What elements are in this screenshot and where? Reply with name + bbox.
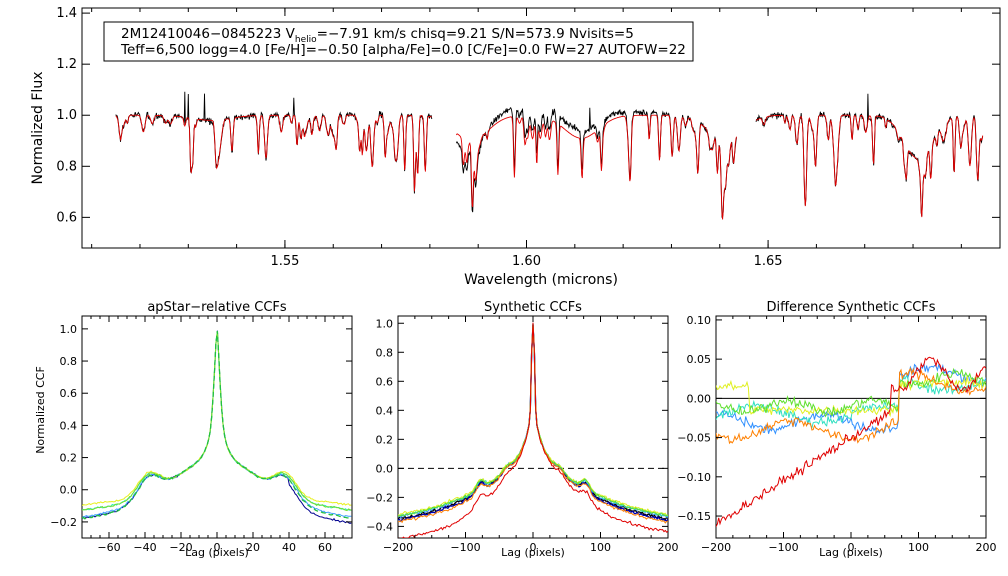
y-tick-label: −0.2 xyxy=(50,516,77,529)
y-tick-label: −0.15 xyxy=(677,510,711,523)
x-tick-label: −20 xyxy=(169,541,192,554)
difference-ccf-line-visit-3 xyxy=(716,375,986,418)
difference-ccf-line-visit-5 xyxy=(716,367,986,445)
x-tick-label: 0 xyxy=(530,541,537,554)
synthetic-ccf-line-visit-3 xyxy=(398,323,668,517)
difference-ccf-line-visit-6 xyxy=(716,356,986,527)
x-tick-label: −100 xyxy=(768,541,798,554)
y-tick-label: 1.0 xyxy=(376,317,394,330)
y-tick-label: −0.10 xyxy=(677,471,711,484)
spectrum-observed-line-chip-2 xyxy=(455,107,737,218)
x-tick-label: 100 xyxy=(590,541,611,554)
apstar-ccf-line-visit-4 xyxy=(82,331,352,507)
y-tick-label: 0.4 xyxy=(60,419,78,432)
difference-ccf-x-axis-label: Lag (pixels) xyxy=(819,546,883,559)
x-tick-label: −200 xyxy=(701,541,731,554)
x-tick-label: 20 xyxy=(246,541,260,554)
info-line-2: Teff=6,500 logg=4.0 [Fe/H]=−0.50 [alpha/… xyxy=(120,42,686,58)
synthetic-ccf-line-visit-5 xyxy=(398,323,668,517)
x-tick-label: 0 xyxy=(848,541,855,554)
x-tick-label: 100 xyxy=(908,541,929,554)
y-tick-label: 0.4 xyxy=(376,404,394,417)
spectrum-model-line-chip-2 xyxy=(456,114,737,220)
x-tick-label: −40 xyxy=(133,541,156,554)
apstar-ccf-title: apStar−relative CCFs xyxy=(147,300,287,315)
y-tick-label: −0.4 xyxy=(366,520,393,533)
y-tick-label: 1.0 xyxy=(56,108,77,123)
x-tick-label: 200 xyxy=(658,541,679,554)
y-tick-label: 0.8 xyxy=(60,355,78,368)
y-tick-label: −0.05 xyxy=(677,432,711,445)
difference-ccf-line-visit-4 xyxy=(716,367,986,418)
x-tick-label: 1.55 xyxy=(270,254,299,269)
synthetic-ccf-title: Synthetic CCFs xyxy=(484,300,582,315)
y-tick-label: 0.0 xyxy=(60,484,78,497)
apstar-ccf-line-visit-1 xyxy=(82,330,352,524)
y-tick-label: 0.00 xyxy=(687,392,712,405)
x-tick-label: 60 xyxy=(318,541,332,554)
difference-ccf-panel: −200 −100 0 100 200 −0.15 −0.10 −0.05 0.00 0.05 0.… xyxy=(677,300,996,559)
x-tick-label: −200 xyxy=(383,541,413,554)
apstar-ccf-line-visit-3 xyxy=(82,330,352,511)
difference-ccf-line-visit-2 xyxy=(716,375,986,430)
spectrum-x-axis-label: Wavelength (microns) xyxy=(464,272,618,288)
y-tick-label: 0.2 xyxy=(60,452,78,465)
y-tick-label: 0.6 xyxy=(376,375,394,388)
y-tick-label: 0.0 xyxy=(376,462,394,475)
synthetic-ccf-line-visit-7 xyxy=(398,322,668,538)
apstar-ccf-line-visit-5 xyxy=(82,330,352,512)
spectrum-model-line-chip-1 xyxy=(115,114,432,192)
x-tick-label: 200 xyxy=(976,541,997,554)
info-line-1: 2M12410046−0845223 Vhelio=−7.91 km/s chi… xyxy=(121,26,634,45)
synthetic-ccf-line-visit-6 xyxy=(398,324,668,524)
y-tick-label: 1.2 xyxy=(56,57,77,72)
difference-ccf-frame xyxy=(715,315,987,539)
x-tick-label: −100 xyxy=(450,541,480,554)
info-box xyxy=(103,21,694,62)
spectrum-panel: 1.55 1.60 1.65 0.6 0.8 1.0 1.2 1.4 2M12410046−0… xyxy=(30,6,1001,288)
y-tick-label: 0.2 xyxy=(376,433,394,446)
apstar-ccf-frame xyxy=(81,315,353,539)
y-tick-label: 0.6 xyxy=(56,210,77,225)
y-tick-label: 0.10 xyxy=(687,314,712,327)
synthetic-ccf-frame xyxy=(397,315,669,539)
x-tick-label: 0 xyxy=(214,541,221,554)
x-tick-label: 1.60 xyxy=(512,254,541,269)
synthetic-ccf-line-visit-1 xyxy=(398,324,668,523)
spectrum-observed-line-chip-3 xyxy=(755,93,984,217)
synthetic-ccf-panel: −200 −100 0 100 200 −0.4 −0.2 0.0 0.2 0.4 0.6 0.8 1.… xyxy=(366,300,678,559)
spectrum-y-axis-label: Normalized Flux xyxy=(30,72,46,185)
difference-ccf-title: Difference Synthetic CCFs xyxy=(766,300,935,315)
apstar-ccf-line-combined xyxy=(82,331,352,520)
apstar-ccf-line-visit-2 xyxy=(82,331,352,519)
synthetic-ccf-line-visit-2 xyxy=(398,322,668,519)
synthetic-ccf-x-axis-label: Lag (pixels) xyxy=(501,546,565,559)
y-tick-label: 1.0 xyxy=(60,323,78,336)
spectrum-frame xyxy=(81,7,1001,249)
y-tick-label: 0.8 xyxy=(376,346,394,359)
apstar-ccf-x-axis-label: Lag (pixels) xyxy=(185,546,249,559)
apstar-ccf-panel: −60 −40 −20 0 20 40 60 −0.2 0.0 0.2 0.4 0.6 0.8 1.0 a… xyxy=(34,300,353,559)
x-tick-label: 1.65 xyxy=(754,254,783,269)
synthetic-ccf-line-visit-4 xyxy=(398,324,668,517)
y-tick-label: −0.2 xyxy=(366,491,393,504)
spectrum-model-line-chip-3 xyxy=(755,114,984,218)
y-tick-label: 0.8 xyxy=(56,159,77,174)
x-tick-label: 40 xyxy=(282,541,296,554)
y-tick-label: 1.4 xyxy=(56,6,77,21)
synthetic-ccf-line-combined xyxy=(398,324,668,521)
y-tick-label: 0.6 xyxy=(60,387,78,400)
y-tick-label: 0.05 xyxy=(687,353,712,366)
x-tick-label: −60 xyxy=(97,541,120,554)
apstar-ccf-y-axis-label: Normalized CCF xyxy=(34,366,47,454)
